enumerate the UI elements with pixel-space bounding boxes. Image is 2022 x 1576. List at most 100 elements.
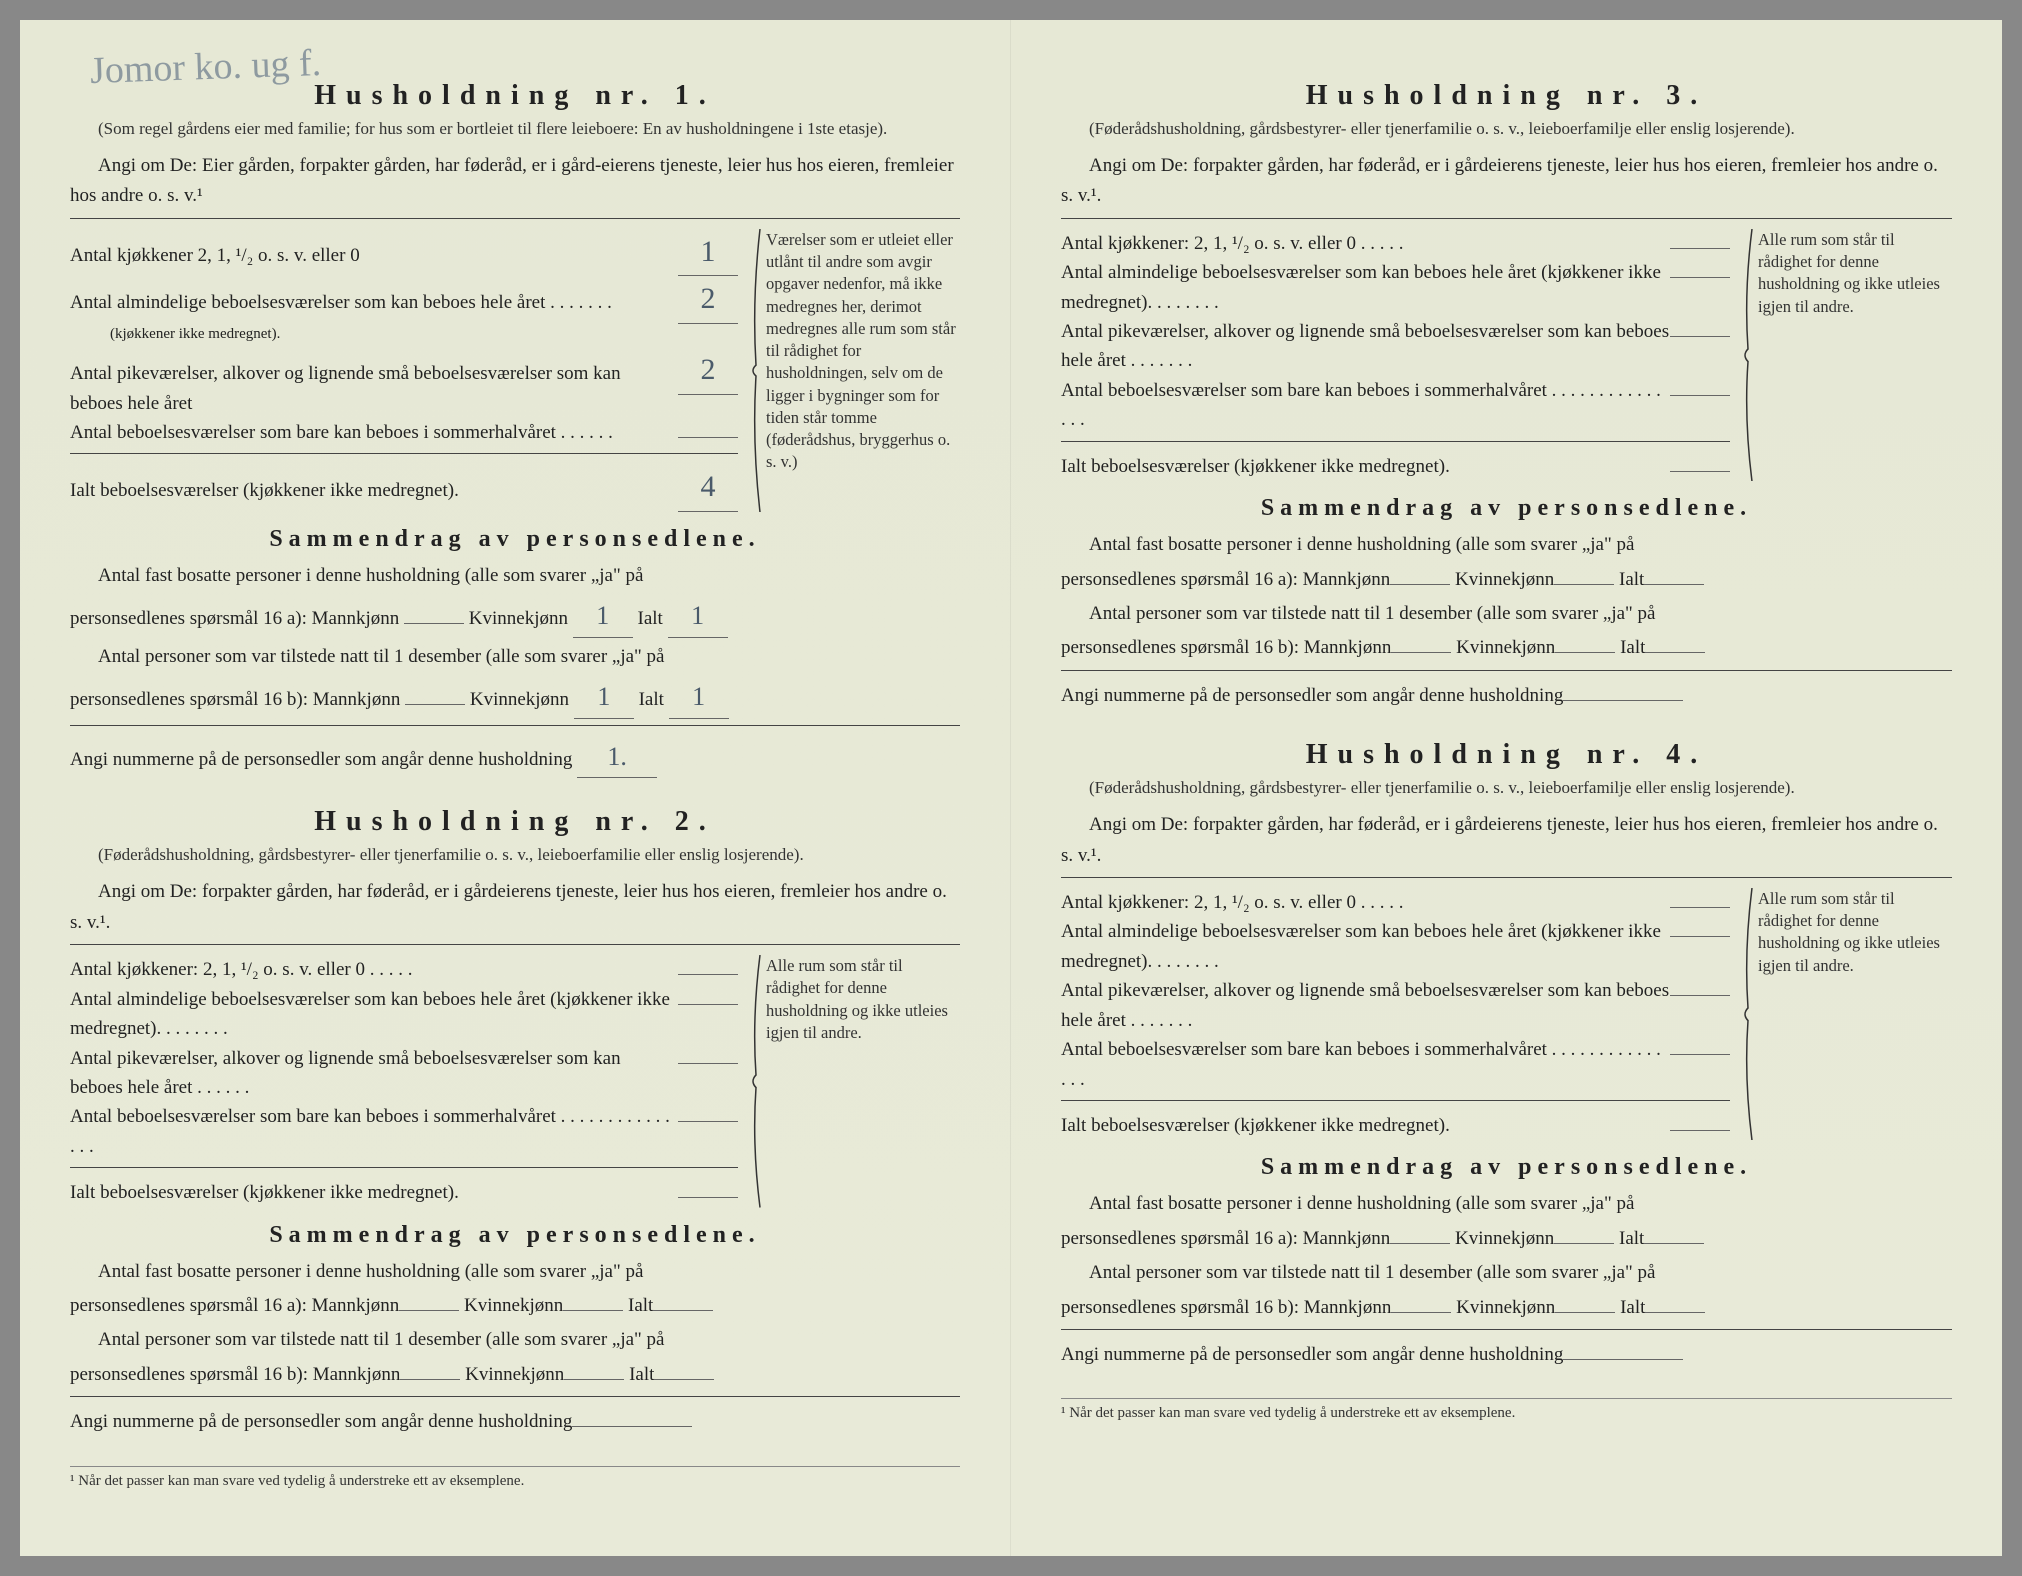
h4-i2 [1645, 1312, 1705, 1313]
h3-samm-2a: Antal personer som var tilstede natt til… [1061, 599, 1952, 629]
h3-s2b: personsedlenes spørsmål 16 b): Mannkjønn [1061, 637, 1391, 658]
h1-kvinne2: Kvinnekjønn [470, 689, 569, 710]
h4-row2: Antal pikeværelser, alkover og lignende … [1061, 976, 1670, 1035]
h2-kv1: Kvinnekjønn [464, 1295, 563, 1316]
h1-v1: 2 [678, 276, 738, 324]
h2-angi-v [572, 1426, 692, 1427]
divider [1061, 670, 1952, 671]
household-2: Husholdning nr. 2. (Føderådshusholdning,… [70, 806, 960, 1437]
h1-kitchen-label: Antal kjøkkener 2, 1, ¹/₂ o. s. v. eller… [70, 241, 678, 270]
h1-v3 [678, 437, 738, 438]
h1-m2 [405, 704, 465, 705]
h3-k1 [1554, 584, 1614, 585]
h3-angi-v [1563, 700, 1683, 701]
h1-i2: 1 [669, 676, 729, 719]
h4-s1b: personsedlenes spørsmål 16 a): Mannkjønn [1061, 1228, 1390, 1249]
h3-kitchen: Antal kjøkkener: 2, 1, ¹/₂ o. s. v. elle… [1061, 229, 1670, 258]
h2-row3: Antal beboelsesværelser som bare kan beb… [70, 1102, 678, 1161]
h2-k2 [564, 1379, 624, 1380]
h3-row2: Antal pikeværelser, alkover og lignende … [1061, 317, 1670, 376]
h1-angi: Angi om De: Eier gården, forpakter gårde… [70, 151, 960, 212]
h4-side-text: Alle rum som står til rådighet for denne… [1758, 889, 1940, 975]
divider [1061, 1329, 1952, 1330]
h2-samm-title: Sammendrag av personsedlene. [70, 1222, 960, 1249]
h2-v2 [678, 1063, 738, 1064]
h1-row1-sub: (kjøkkener ikke medregnet). [110, 326, 280, 342]
h2-v1 [678, 1004, 738, 1005]
h4-i1l: Ialt [1619, 1228, 1644, 1249]
h1-ialt1: Ialt [638, 608, 663, 629]
h4-kv1: Kvinnekjønn [1455, 1228, 1554, 1249]
h2-title: Husholdning nr. 2. [70, 806, 960, 838]
h3-side-text: Alle rum som står til rådighet for denne… [1758, 230, 1940, 316]
h4-paren: (Føderådshusholdning, gårdsbestyrer- ell… [1061, 777, 1952, 800]
h1-fields: Antal kjøkkener 2, 1, ¹/₂ o. s. v. eller… [70, 229, 738, 512]
h4-samm-2a: Antal personer som var tilstede natt til… [1061, 1258, 1952, 1288]
h2-side-text: Alle rum som står til rådighet for denne… [766, 956, 948, 1042]
h2-row4: Ialt beboelsesværelser (kjøkkener ikke m… [70, 1178, 678, 1207]
h3-kv2: Kvinnekjønn [1456, 637, 1555, 658]
h2-m2 [400, 1379, 460, 1380]
h3-angi-label: Angi nummerne på de personsedler som ang… [1061, 685, 1563, 706]
h3-row1: Antal almindelige beboelsesværelser som … [1061, 258, 1670, 317]
h4-angi-label: Angi nummerne på de personsedler som ang… [1061, 1344, 1563, 1365]
h2-row2: Antal pikeværelser, alkover og lignende … [70, 1044, 678, 1103]
h3-m1 [1390, 584, 1450, 585]
h1-row4: Ialt beboelsesværelser (kjøkkener ikke m… [70, 476, 678, 505]
h1-v4: 4 [678, 464, 738, 512]
h4-samm-1a: Antal fast bosatte personer i denne hush… [1061, 1189, 1952, 1219]
h2-samm-1b: personsedlenes spørsmål 16 a): Mannkjønn… [70, 1291, 960, 1321]
footnote-right: ¹ Når det passer kan man svare ved tydel… [1061, 1398, 1952, 1422]
h1-side-text: Værelser som er utleiet eller utlånt til… [766, 230, 956, 472]
h4-row3: Antal beboelsesværelser som bare kan beb… [1061, 1035, 1670, 1094]
h4-k2 [1555, 1312, 1615, 1313]
h2-s2b: personsedlenes spørsmål 16 b): Mannkjønn [70, 1364, 400, 1385]
divider [70, 944, 960, 945]
h4-samm-1b: personsedlenes spørsmål 16 a): Mannkjønn… [1061, 1224, 1952, 1254]
h3-v2 [1670, 336, 1730, 337]
footnote-left: ¹ Når det passer kan man svare ved tydel… [70, 1466, 960, 1490]
h1-k2: 1 [574, 676, 634, 719]
household-1: Husholdning nr. 1. (Som regel gårdens ei… [70, 80, 960, 778]
h1-kitchen-value: 1 [678, 229, 738, 277]
h2-i1 [653, 1310, 713, 1311]
h4-v4 [1670, 1130, 1730, 1131]
h4-samm-2b: personsedlenes spørsmål 16 b): Mannkjønn… [1061, 1293, 1952, 1323]
h3-samm-1a: Antal fast bosatte personer i denne hush… [1061, 530, 1952, 560]
h4-side-note: Alle rum som står til rådighet for denne… [1742, 888, 1952, 1141]
page-right: Husholdning nr. 3. (Føderådshusholdning,… [1011, 20, 2002, 1556]
divider [70, 218, 960, 219]
h1-row1: Antal almindelige beboelsesværelser som … [70, 292, 612, 313]
h4-samm-title: Sammendrag av personsedlene. [1061, 1154, 1952, 1181]
h2-kv2: Kvinnekjønn [465, 1364, 564, 1385]
h4-row4: Ialt beboelsesværelser (kjøkkener ikke m… [1061, 1111, 1670, 1140]
divider [1061, 1100, 1730, 1101]
divider [1061, 441, 1730, 442]
h2-side-note: Alle rum som står til rådighet for denne… [750, 955, 960, 1208]
h2-v3 [678, 1121, 738, 1122]
h2-i1l: Ialt [628, 1295, 653, 1316]
h3-paren: (Føderådshusholdning, gårdsbestyrer- ell… [1061, 118, 1952, 141]
h1-k1: 1 [573, 595, 633, 638]
h3-fields: Antal kjøkkener: 2, 1, ¹/₂ o. s. v. elle… [1061, 229, 1730, 482]
h2-angi: Angi om De: forpakter gården, har føderå… [70, 877, 960, 938]
h3-side-note: Alle rum som står til rådighet for denne… [1742, 229, 1952, 482]
h2-i2 [654, 1379, 714, 1380]
h1-samm-2b-label: personsedlenes spørsmål 16 b): Mannkjønn [70, 689, 400, 710]
h3-row4: Ialt beboelsesværelser (kjøkkener ikke m… [1061, 452, 1670, 481]
h1-samm-title: Sammendrag av personsedlene. [70, 526, 960, 553]
h1-samm-2b: personsedlenes spørsmål 16 b): Mannkjønn… [70, 676, 960, 719]
h3-angi-num: Angi nummerne på de personsedler som ang… [1061, 681, 1952, 711]
h4-row1: Antal almindelige beboelsesværelser som … [1061, 917, 1670, 976]
h4-title: Husholdning nr. 4. [1061, 739, 1952, 771]
h1-m1 [404, 623, 464, 624]
h2-s1b: personsedlenes spørsmål 16 a): Mannkjønn [70, 1295, 399, 1316]
h4-m2 [1391, 1312, 1451, 1313]
h2-fields: Antal kjøkkener: 2, 1, ¹/₂ o. s. v. elle… [70, 955, 738, 1208]
h3-v4 [1670, 471, 1730, 472]
divider [70, 725, 960, 726]
divider [70, 1167, 738, 1168]
page-left: Jomor ko. ug f. Husholdning nr. 1. (Som … [20, 20, 1011, 1556]
h1-angi-num: Angi nummerne på de personsedler som ang… [70, 736, 960, 779]
h1-row2: Antal pikeværelser, alkover og lignende … [70, 359, 678, 418]
